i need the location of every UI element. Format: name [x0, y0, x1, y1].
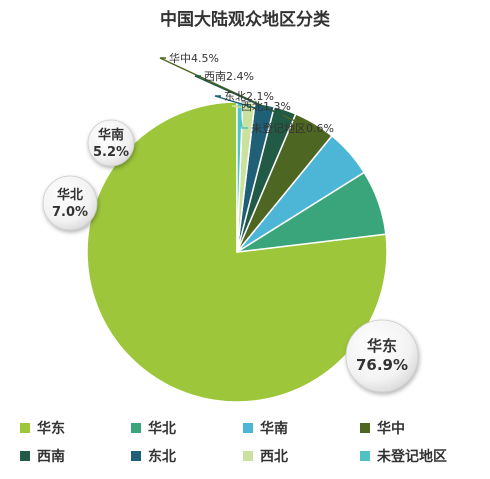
bubble-label-name: 华东	[367, 337, 397, 355]
legend-swatch	[20, 423, 30, 433]
leader-line-unregistered	[239, 107, 248, 129]
legend-swatch	[131, 423, 141, 433]
slice-labels: 华中4.5%西南2.4%东北2.1%西北1.3%未登记地区0.6%华南5.2%华…	[42, 51, 419, 393]
leader-line-southwest	[194, 75, 284, 117]
legend-item-south: 华南	[243, 420, 288, 437]
slice-label-value: 0.6%	[306, 122, 334, 135]
legend-label: 西北	[260, 449, 288, 465]
leader-line-northwest	[231, 105, 249, 110]
bubble-label-north: 华北 7.0%	[42, 175, 98, 231]
bubble-label-name: 华南	[98, 127, 124, 143]
slice-label-name: 未登记地区	[251, 121, 306, 135]
slice-label-northwest: 西北1.3%	[241, 100, 291, 113]
legend-item-unregistered: 未登记地区	[360, 448, 447, 465]
legend-item-north: 华北	[131, 420, 176, 437]
legend-label: 西南	[37, 448, 65, 465]
legend-swatch	[131, 451, 141, 461]
bubble-label-value: 76.9%	[356, 356, 408, 374]
legend-swatch	[243, 451, 253, 461]
legend-swatch	[20, 451, 30, 461]
legend-item-northwest: 西北	[243, 449, 288, 465]
legend-swatch	[360, 451, 370, 461]
bubble-label-south: 华南 5.2%	[87, 119, 135, 167]
slice-label-value: 2.1%	[246, 90, 274, 103]
legend-item-southwest: 西南	[20, 448, 65, 465]
bubble-circle	[42, 175, 98, 231]
legend-label: 东北	[148, 448, 176, 465]
slice-label-name: 西南	[204, 70, 226, 83]
slice-label-name: 华中	[169, 51, 191, 65]
legend-label: 华北	[148, 420, 176, 437]
bubble-label-value: 5.2%	[93, 145, 129, 160]
bubble-circle	[87, 119, 135, 167]
slice-label-central: 华中4.5%	[169, 51, 219, 65]
slice-label-value: 2.4%	[226, 70, 254, 83]
legend-item-east: 华东	[20, 420, 65, 437]
legend-label: 华东	[37, 420, 65, 437]
chart-title: 中国大陆观众地区分类	[160, 9, 331, 30]
slice-label-name: 东北	[224, 90, 246, 103]
legend-label: 未登记地区	[377, 448, 447, 465]
pie-slices	[86, 101, 388, 403]
bubble-label-name: 华北	[57, 187, 83, 203]
legend-label: 华南	[260, 420, 288, 437]
leader-line-northeast	[214, 95, 264, 112]
slice-label-southwest: 西南2.4%	[204, 70, 254, 83]
legend-label: 华中	[377, 420, 405, 437]
bubble-label-value: 7.0%	[52, 205, 88, 220]
slice-label-value: 1.3%	[263, 100, 291, 113]
legend-item-central: 华中	[360, 420, 405, 437]
legend-item-northeast: 东北	[131, 448, 176, 465]
slice-label-value: 4.5%	[191, 52, 219, 65]
legend-swatch	[360, 423, 370, 433]
slice-label-unregistered: 未登记地区0.6%	[251, 121, 334, 135]
slice-label-northeast: 东北2.1%	[224, 90, 274, 103]
slice-label-name: 西北	[241, 100, 263, 113]
bubble-circle	[345, 319, 419, 393]
legend-swatch	[243, 423, 253, 433]
